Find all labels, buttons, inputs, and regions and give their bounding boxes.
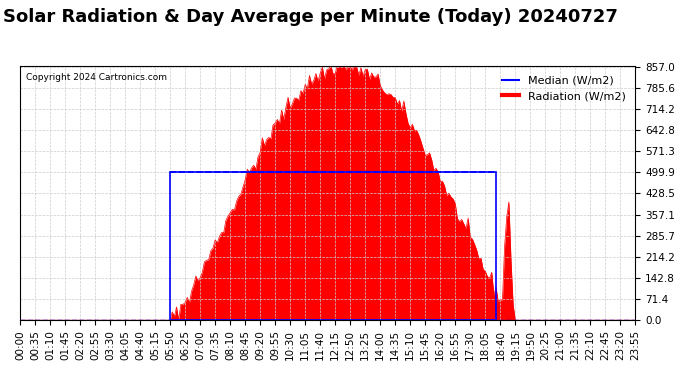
Bar [170, 172, 496, 320]
Legend: Median (W/m2), Radiation (W/m2): Median (W/m2), Radiation (W/m2) [497, 71, 630, 106]
Text: Copyright 2024 Cartronics.com: Copyright 2024 Cartronics.com [26, 73, 167, 82]
Text: Solar Radiation & Day Average per Minute (Today) 20240727: Solar Radiation & Day Average per Minute… [3, 8, 618, 26]
